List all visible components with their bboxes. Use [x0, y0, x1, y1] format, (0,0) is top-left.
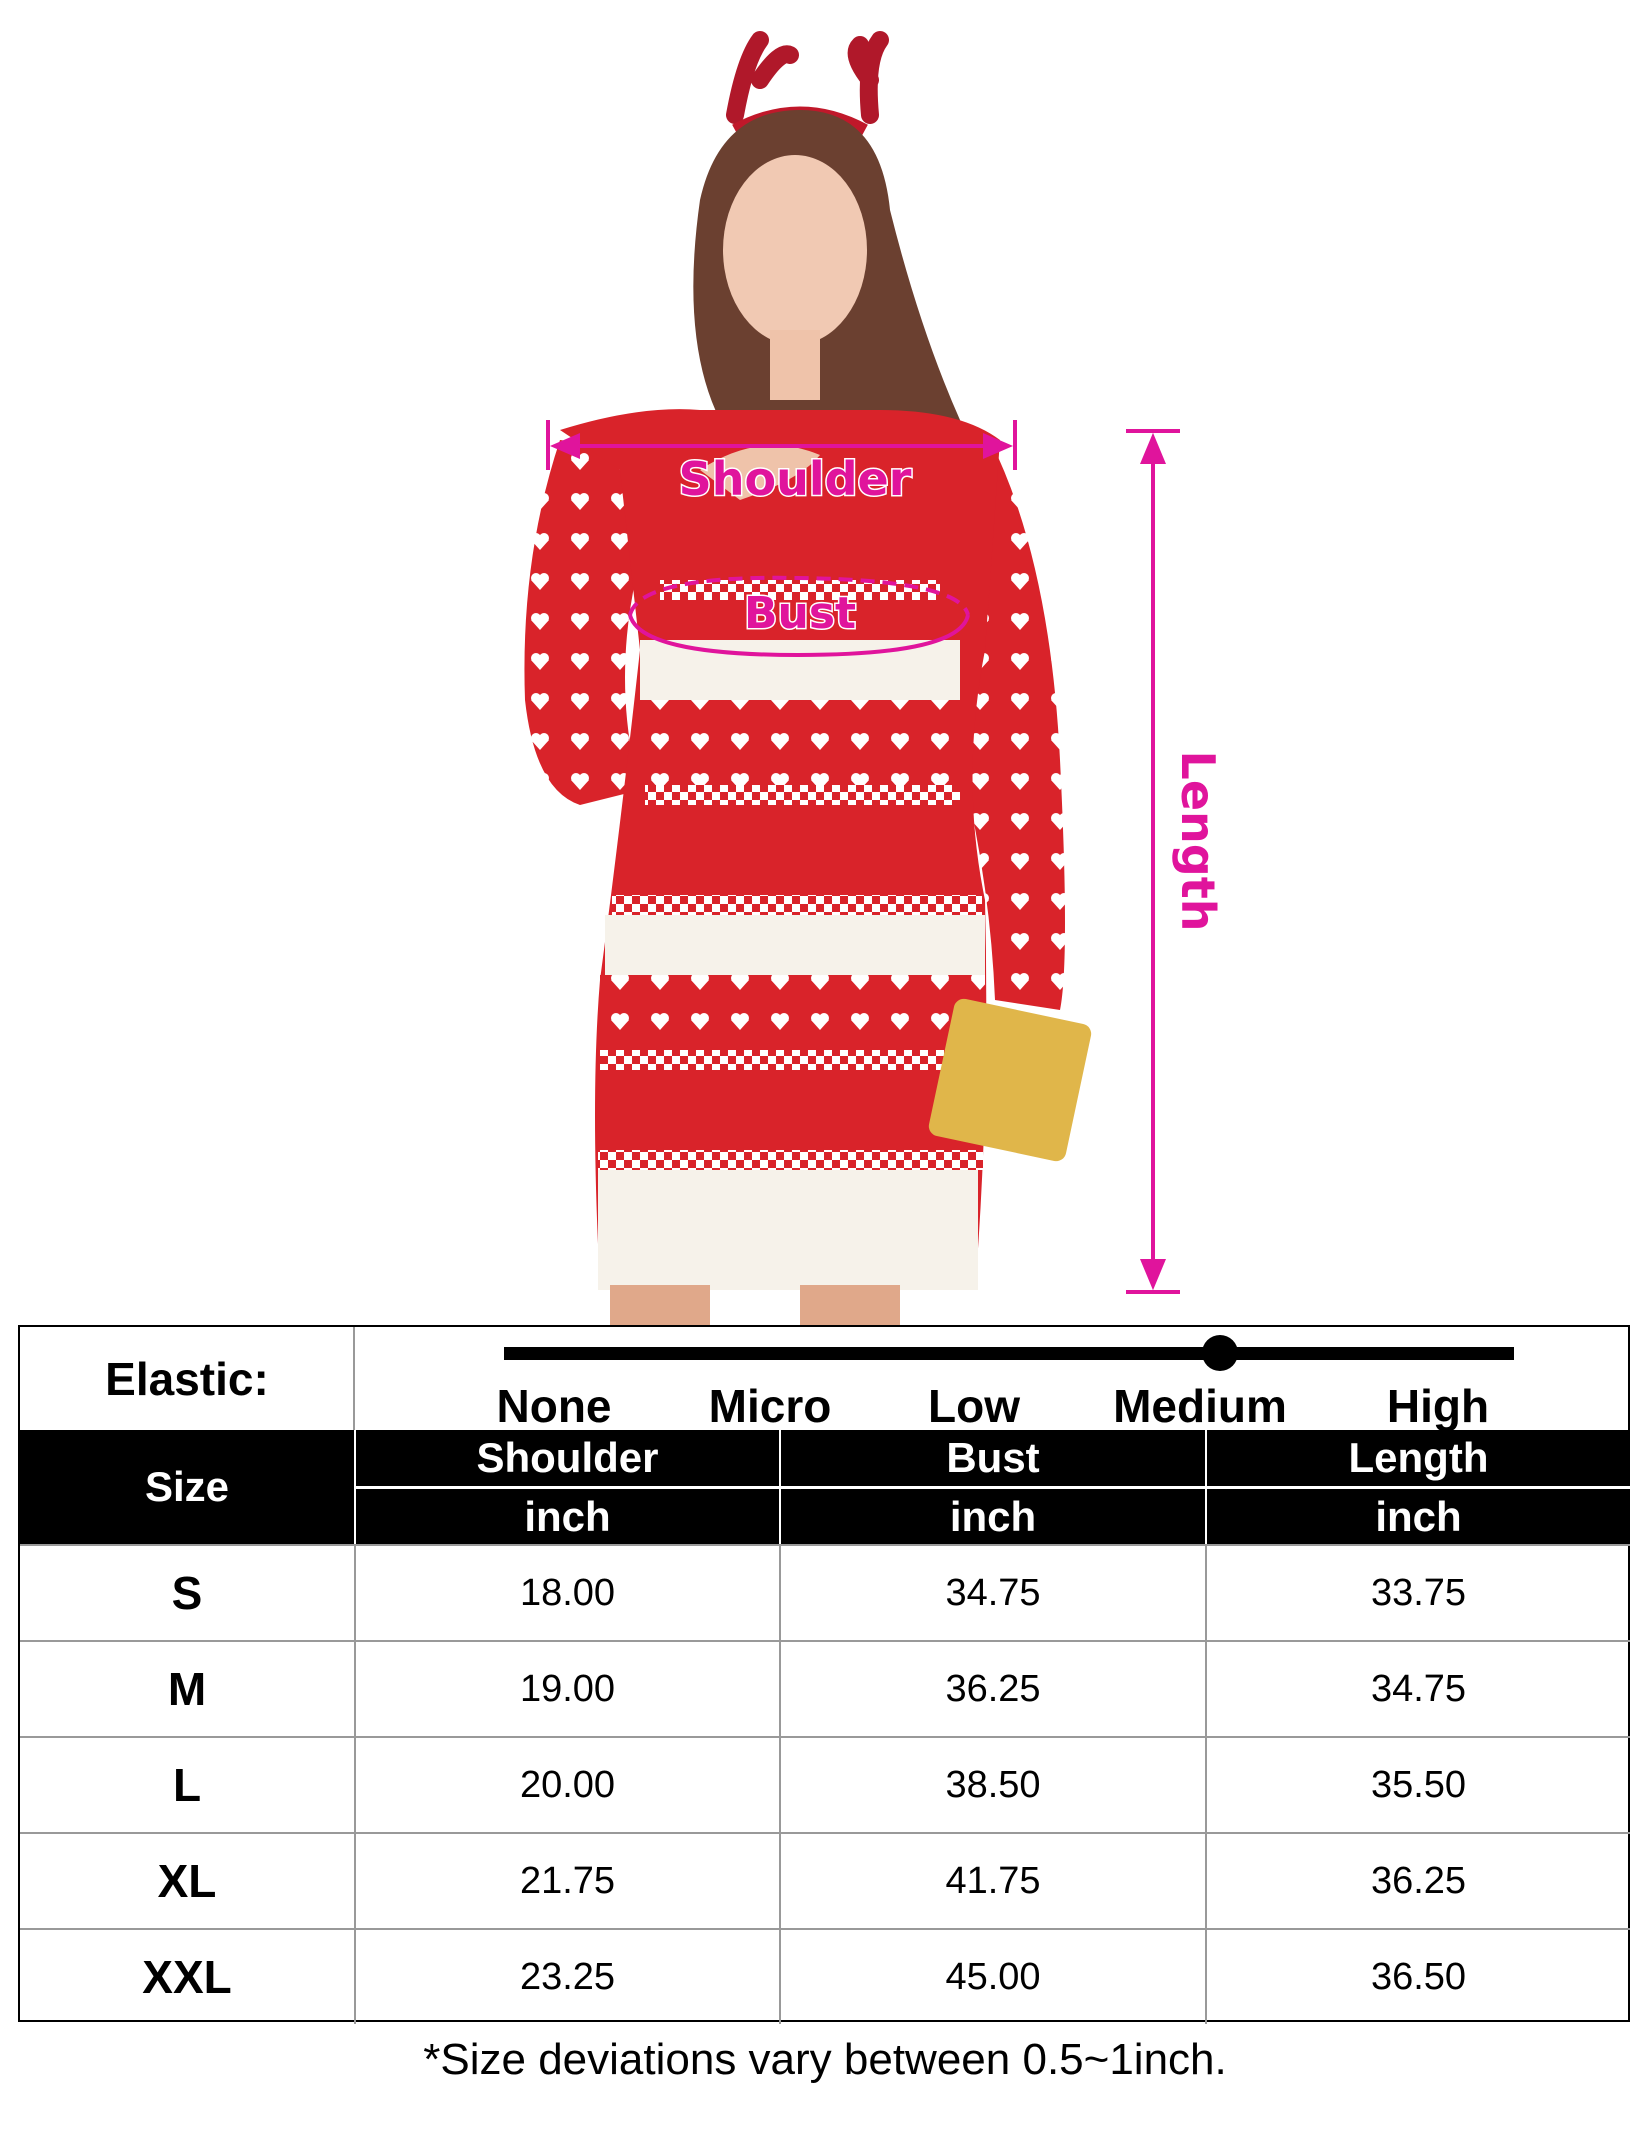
size-chart: Elastic: None Micro Low Medium High Size… [18, 1325, 1630, 2024]
unit-shoulder: inch [354, 1486, 779, 1544]
unit-bust: inch [779, 1486, 1205, 1544]
measurement-cell: 34.75 [1205, 1640, 1630, 1736]
elastic-bar [504, 1347, 1514, 1360]
length-measure [1126, 429, 1180, 1294]
size-cell: L [20, 1736, 354, 1832]
col-header-length: Length [1205, 1430, 1630, 1486]
size-cell: M [20, 1640, 354, 1736]
measurement-cell: 36.50 [1205, 1928, 1630, 2024]
measurement-cell: 21.75 [354, 1832, 779, 1928]
measurement-cell: 36.25 [1205, 1832, 1630, 1928]
col-header-shoulder: Shoulder [354, 1430, 779, 1486]
size-cell: S [20, 1544, 354, 1640]
size-cell: XXL [20, 1928, 354, 2024]
shoulder-measure [546, 420, 1017, 470]
size-deviation-note: *Size deviations vary between 0.5~1inch. [423, 2035, 1227, 2084]
left-sleeve [524, 440, 640, 805]
elastic-option-low: Low [928, 1380, 1020, 1432]
dress-stripes [598, 580, 985, 1290]
elastic-option-high: High [1386, 1380, 1490, 1432]
measurement-cell: 23.25 [354, 1928, 779, 2024]
product-photo: Shoulder Bust Length [524, 31, 1227, 1325]
elastic-option-micro: Micro [708, 1380, 832, 1432]
elastic-option-none: None [496, 1380, 612, 1432]
face [723, 155, 867, 345]
bust-label: Bust [744, 588, 856, 639]
measurement-cell: 33.75 [1205, 1544, 1630, 1640]
bust-measure [628, 575, 970, 658]
measurement-cell: 41.75 [779, 1832, 1205, 1928]
elastic-option-medium: Medium [1113, 1380, 1287, 1432]
unit-length: inch [1205, 1486, 1630, 1544]
elastic-label: Elastic: [105, 1352, 269, 1405]
shoulder-label: Shoulder [679, 452, 912, 506]
measurement-cell: 38.50 [779, 1736, 1205, 1832]
measurement-cell: 36.25 [779, 1640, 1205, 1736]
size-header: Size [20, 1430, 354, 1544]
measurement-cell: 18.00 [354, 1544, 779, 1640]
measurement-cell: 45.00 [779, 1928, 1205, 2024]
col-header-bust: Bust [779, 1430, 1205, 1486]
size-cell: XL [20, 1832, 354, 1928]
measurement-cell: 19.00 [354, 1640, 779, 1736]
measurement-cell: 34.75 [779, 1544, 1205, 1640]
length-label: Length [1171, 751, 1225, 932]
measurement-cell: 20.00 [354, 1736, 779, 1832]
elastic-scale: None Micro Low Medium High [354, 1327, 1630, 1432]
hand [700, 445, 820, 500]
gift-box [928, 998, 1092, 1162]
measurement-cell: 35.50 [1205, 1736, 1630, 1832]
elastic-marker [1202, 1335, 1238, 1371]
